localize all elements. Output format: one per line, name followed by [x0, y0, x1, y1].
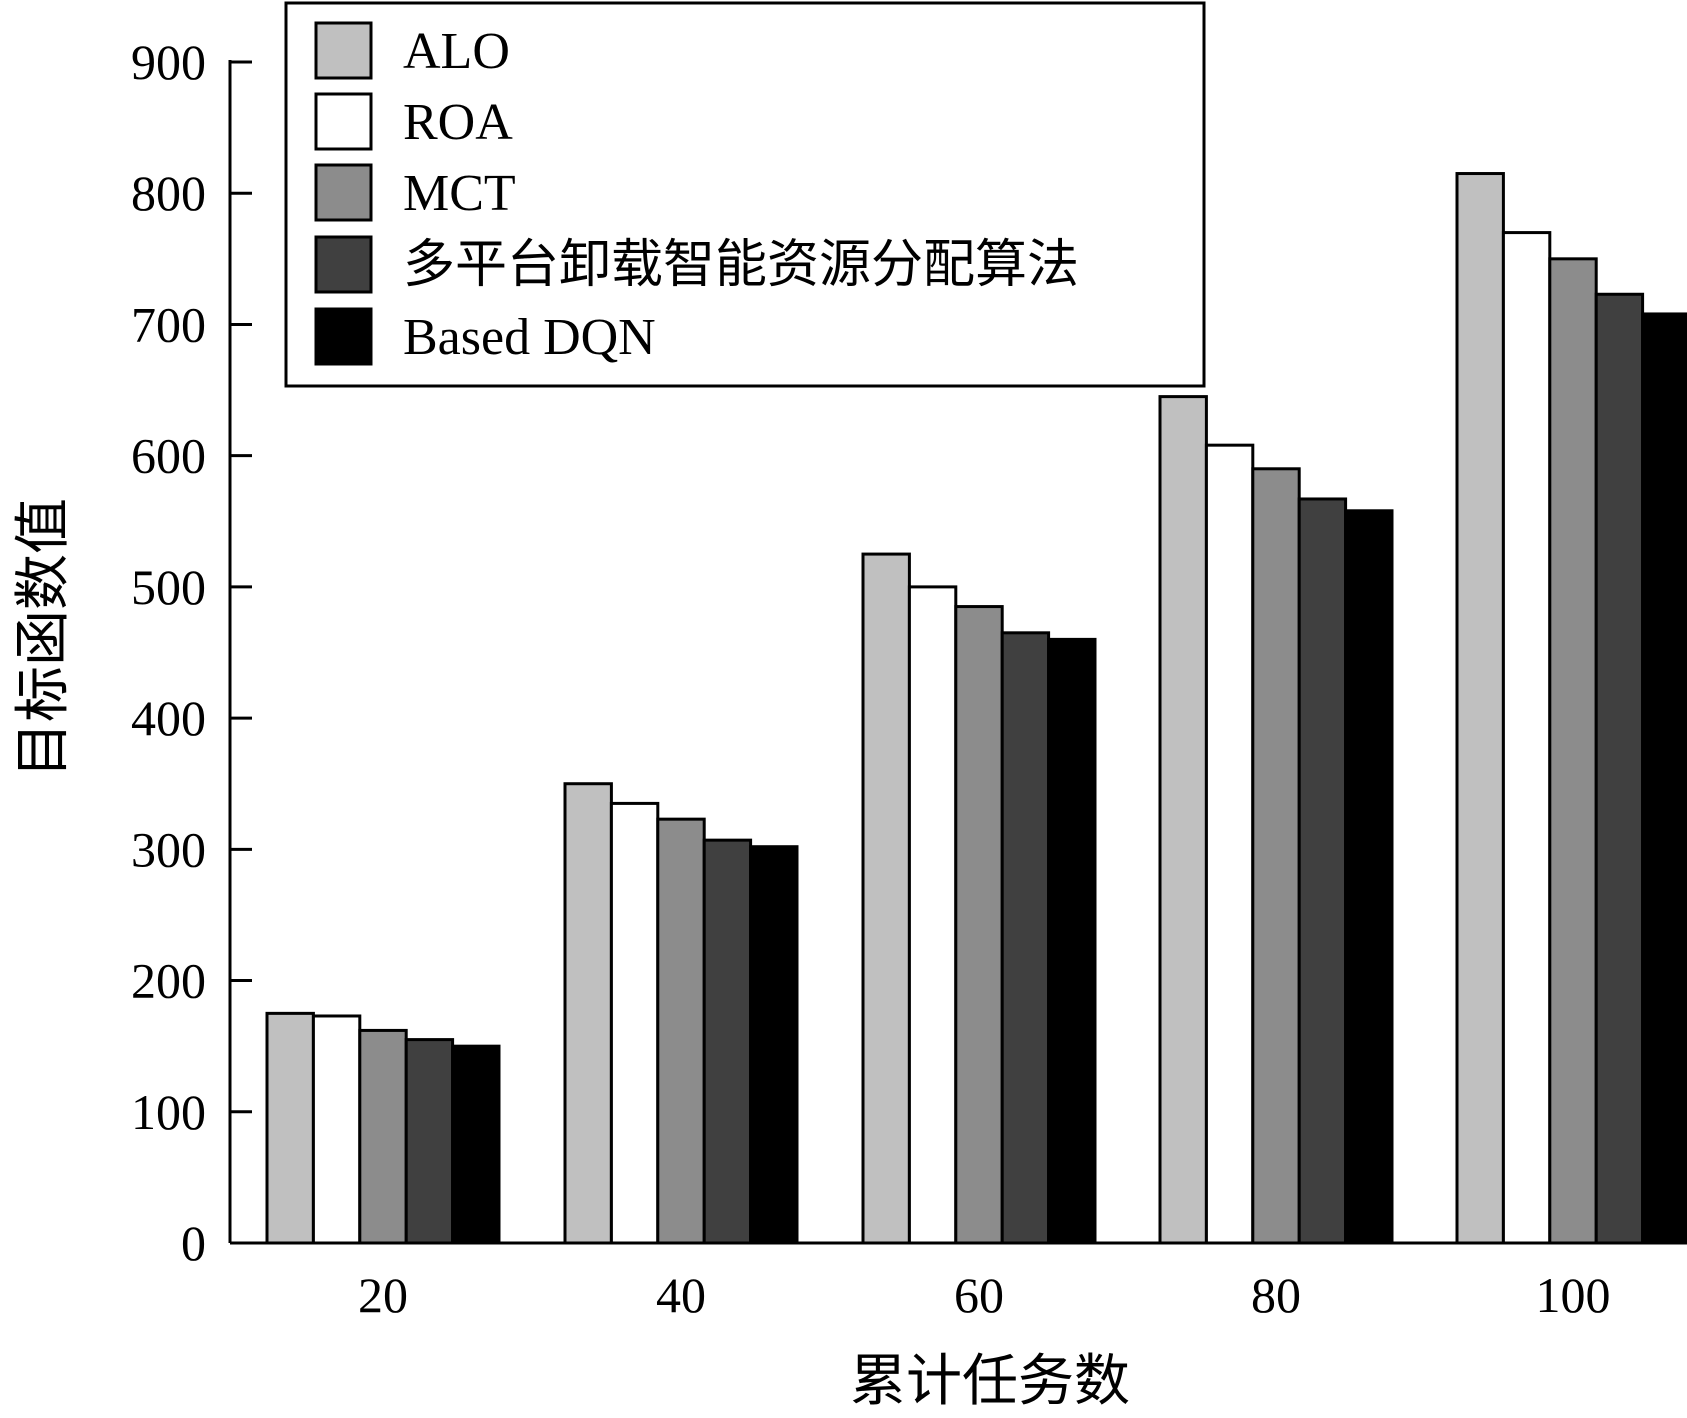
legend: ALO ROA MCT 多平台卸载智能资源分配算法 Based DQN: [284, 1, 1206, 388]
y-tick-label: 800: [131, 165, 206, 221]
bar-MCT-60: [954, 605, 1004, 1245]
x-tick-label: 100: [1536, 1267, 1611, 1323]
bar-MCT-40: [656, 817, 706, 1245]
bar-ALO-100: [1455, 172, 1505, 1245]
x-ticks: 20 40 60 80 100: [358, 1267, 1611, 1323]
x-tick-label: 60: [954, 1267, 1004, 1323]
bar-多平台卸载智能资源分配算法-40: [702, 838, 753, 1245]
y-tick-label: 600: [131, 428, 206, 484]
axes: [228, 60, 1683, 1245]
y-tick-label: 900: [131, 34, 206, 90]
bar-Based DQN-80: [1344, 509, 1394, 1245]
y-axis-title: 目标函数值: [13, 498, 75, 778]
bar-ROA-100: [1501, 231, 1552, 1245]
legend-swatch: [314, 92, 373, 151]
y-tick-label: 500: [131, 559, 206, 615]
bar-ALO-60: [861, 552, 911, 1245]
y-tick-label: 300: [131, 821, 206, 877]
bar-ALO-20: [265, 1011, 315, 1245]
bar-MCT-80: [1251, 467, 1301, 1245]
bar-ROA-60: [907, 585, 958, 1245]
legend-label: ROA: [403, 94, 513, 151]
y-tick-label: 400: [131, 690, 206, 746]
bar-多平台卸载智能资源分配算法-20: [404, 1038, 455, 1245]
bar-group: [265, 172, 1687, 1245]
bar-Based DQN-100: [1641, 312, 1687, 1245]
bar-ROA-20: [311, 1014, 362, 1245]
bar-ROA-40: [609, 801, 660, 1245]
bar-MCT-20: [358, 1028, 408, 1245]
bar-多平台卸载智能资源分配算法-60: [1000, 631, 1051, 1245]
bar-Based DQN-20: [451, 1044, 501, 1245]
legend-label: Based DQN: [403, 309, 656, 366]
bar-ALO-40: [563, 782, 613, 1245]
y-ticks: 0 100 200 300 400 500 600 700 800 900: [131, 34, 252, 1271]
bar-Based DQN-60: [1047, 637, 1097, 1245]
legend-swatch: [314, 163, 373, 222]
legend-swatch: [314, 21, 373, 80]
bar-多平台卸载智能资源分配算法-80: [1297, 497, 1348, 1245]
legend-swatch: [314, 235, 373, 294]
x-tick-label: 80: [1251, 1267, 1301, 1323]
x-tick-label: 20: [358, 1267, 408, 1323]
bar-ROA-80: [1204, 443, 1255, 1245]
legend-label: ALO: [403, 23, 510, 80]
bar-多平台卸载智能资源分配算法-100: [1594, 292, 1645, 1245]
x-axis-title: 累计任务数: [850, 1351, 1130, 1413]
bar-MCT-100: [1548, 257, 1598, 1245]
y-tick-label: 100: [131, 1084, 206, 1140]
bar-ALO-80: [1158, 395, 1208, 1245]
legend-swatch: [314, 307, 373, 366]
legend-frame: [284, 1, 1206, 388]
bar-Based DQN-40: [749, 845, 799, 1245]
y-tick-label: 0: [181, 1215, 206, 1271]
legend-label: 多平台卸载智能资源分配算法: [403, 237, 1079, 294]
legend-label: MCT: [403, 165, 516, 222]
x-tick-label: 40: [656, 1267, 706, 1323]
y-tick-label: 700: [131, 296, 206, 352]
y-tick-label: 200: [131, 953, 206, 1009]
